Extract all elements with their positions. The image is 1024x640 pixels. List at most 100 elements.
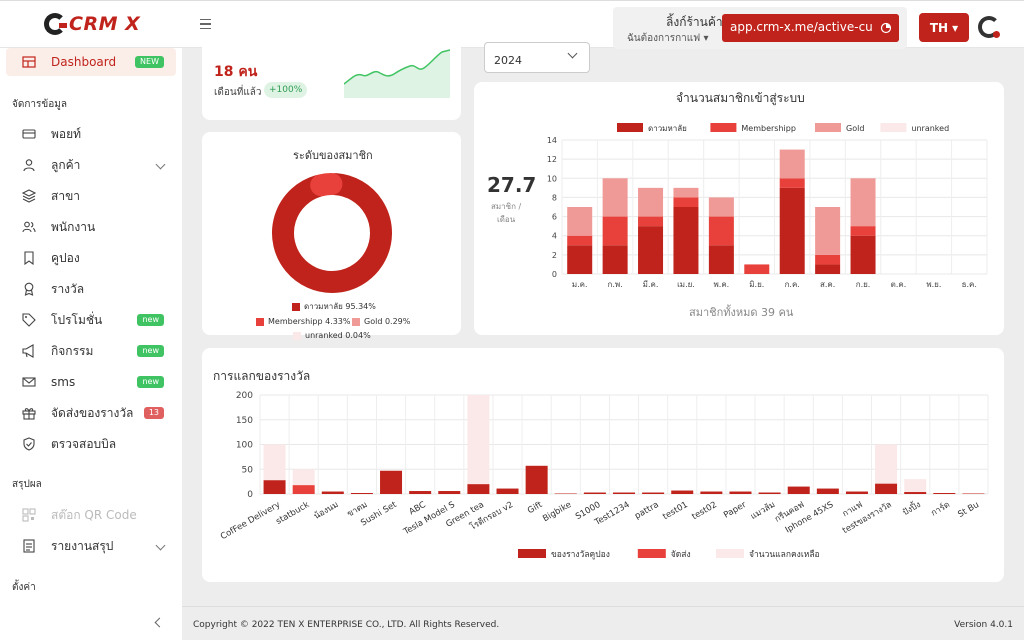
legend-swatch bbox=[617, 123, 643, 132]
copy-icon[interactable] bbox=[873, 14, 899, 42]
bar-segment bbox=[787, 486, 810, 494]
sidebar-item-points[interactable]: พอยท์ bbox=[6, 120, 176, 148]
bar-segment bbox=[263, 444, 286, 481]
section-title-data: จัดการข้อมูล bbox=[12, 99, 67, 110]
pie-slice bbox=[272, 173, 392, 293]
sidebar-item-label: กิจกรรม bbox=[51, 343, 94, 358]
bar-segment bbox=[779, 187, 805, 274]
y-tick-label: 0 bbox=[247, 490, 253, 500]
sidebar-item-rewards[interactable]: รางวัล bbox=[6, 275, 176, 303]
legend-label: Membershipp bbox=[741, 124, 796, 133]
x-tick-label: ก.ย. bbox=[856, 280, 871, 289]
store-select[interactable]: ฉันต้องการกาแฟ ▾ bbox=[627, 33, 709, 44]
total-members: สมาชิกทั้งหมด 39 คน bbox=[689, 306, 794, 319]
x-tick-label: การ์ด bbox=[929, 499, 952, 519]
sidebar-item-label: รายงานสรุป bbox=[51, 538, 114, 553]
sidebar-item-promotions[interactable]: โปรโมชั่น new bbox=[6, 306, 176, 334]
bar-segment bbox=[875, 444, 898, 484]
bar-segment bbox=[744, 264, 770, 274]
sidebar-item-qr-stock: สต๊อก QR Code bbox=[6, 501, 176, 529]
store-link-field[interactable]: app.crm-x.me/active-cust bbox=[722, 14, 899, 42]
sidebar-item-coupons[interactable]: คูปอง bbox=[6, 244, 176, 272]
y-tick-label: 12 bbox=[547, 155, 557, 164]
x-tick-label: test02 bbox=[690, 500, 719, 522]
user-icon bbox=[23, 159, 35, 172]
x-tick-label: มิ.ย. bbox=[749, 280, 764, 289]
award-icon bbox=[24, 282, 34, 296]
logo-mark-icon bbox=[44, 13, 67, 35]
legend-label: unranked 0.04% bbox=[305, 331, 371, 340]
chevron-down-icon bbox=[155, 159, 166, 170]
sidebar-item-activities[interactable]: กิจกรรม new bbox=[6, 337, 176, 365]
brand-name: CRM X bbox=[69, 13, 141, 35]
x-tick-label: น้องนม bbox=[312, 499, 340, 522]
legend-label: unranked bbox=[911, 124, 949, 133]
sidebar-item-staff[interactable]: พนักงาน bbox=[6, 213, 176, 241]
stats-value: 18 คน bbox=[214, 64, 258, 80]
sidebar: Dashboard NEW จัดการข้อมูล พอยท์ ลูกค้า … bbox=[0, 48, 182, 640]
legend-label: ของรางวัลคูปอง bbox=[551, 550, 610, 560]
stats-card: 18 คน เดือนที่แล้ว +100% bbox=[202, 40, 461, 120]
sidebar-item-check-bills[interactable]: ตรวจสอบบิล bbox=[6, 430, 176, 458]
sidebar-item-reward-delivery[interactable]: จัดส่งของรางวัล 13 bbox=[6, 399, 176, 427]
sidebar-item-label: สต๊อก QR Code bbox=[51, 507, 137, 522]
bar-segment bbox=[409, 491, 432, 494]
sidebar-item-sms[interactable]: sms new bbox=[6, 368, 176, 396]
qr-icon bbox=[22, 508, 36, 522]
top-header: CRM X ลิ้งก์ร้านค้า ฉันต้องการกาแฟ ▾ app… bbox=[0, 0, 1024, 49]
legend-label: Membershipp 4.33% bbox=[268, 317, 351, 326]
count-badge: 13 bbox=[143, 407, 164, 419]
user-logo-icon[interactable] bbox=[978, 16, 1000, 38]
store-link-text: app.crm-x.me/active-cust bbox=[730, 20, 884, 34]
x-tick-label: แมวส้ม bbox=[749, 499, 778, 522]
legend-label: จำนวนแลกคงเหลือ bbox=[749, 549, 820, 560]
sidebar-item-report[interactable]: รายงานสรุป bbox=[6, 532, 176, 560]
x-tick-label: statbuck bbox=[274, 500, 311, 527]
sidebar-item-label: จัดส่งของรางวัล bbox=[51, 405, 134, 420]
y-tick-label: 50 bbox=[242, 465, 254, 475]
bar-segment bbox=[350, 493, 373, 494]
sidebar-item-label: พอยท์ bbox=[51, 126, 82, 141]
layers-icon bbox=[22, 189, 36, 203]
sidebar-item-branches[interactable]: สาขา bbox=[6, 182, 176, 210]
bar-segment bbox=[496, 488, 519, 494]
avg-members-unit: เดือน bbox=[497, 215, 516, 224]
sidebar-item-dashboard[interactable]: Dashboard NEW bbox=[6, 48, 176, 76]
member-login-bar-chart: ดาวมหาลัย Membershipp Gold unranked 0 2 4 6 8 10 1… bbox=[547, 123, 988, 289]
year-select[interactable]: 2024 bbox=[484, 42, 590, 73]
legend-item: unranked 0.04% bbox=[293, 331, 371, 340]
reward-redemption-card: การแลกของรางวัล 0 50 100 150 200 CofFee Deliv… bbox=[202, 348, 1004, 582]
sidebar-item-customers[interactable]: ลูกค้า bbox=[6, 151, 176, 179]
language-button[interactable]: TH ▾ bbox=[919, 13, 969, 42]
bar-segment bbox=[292, 485, 315, 494]
y-tick-label: 6 bbox=[552, 213, 557, 222]
bar-segment bbox=[567, 207, 593, 236]
legend-swatch bbox=[880, 123, 907, 132]
crmx-logo[interactable]: CRM X bbox=[44, 11, 140, 37]
bar-segment bbox=[904, 479, 927, 493]
sidebar-item-label: โปรโมชั่น bbox=[51, 312, 103, 327]
users-icon bbox=[22, 221, 36, 233]
legend-swatch bbox=[637, 549, 666, 558]
year-select-value: 2024 bbox=[494, 54, 522, 67]
collapse-sidebar-icon[interactable] bbox=[154, 617, 165, 628]
avg-members-label: สมาชิก / bbox=[491, 202, 522, 211]
dashboard-icon bbox=[22, 56, 36, 68]
legend-item: Gold 0.29% bbox=[352, 317, 410, 326]
bar-segment bbox=[708, 245, 734, 274]
pie-slice bbox=[310, 173, 343, 197]
bar-segment bbox=[467, 484, 490, 494]
bar-segment bbox=[850, 235, 876, 274]
hamburger-icon[interactable] bbox=[200, 19, 211, 29]
bar-segment bbox=[758, 492, 781, 494]
x-tick-label: ส.ค. bbox=[820, 280, 835, 289]
x-tick-label: pattra bbox=[633, 500, 661, 522]
store-title: ลิ้งก์ร้านค้า bbox=[666, 15, 723, 29]
bar-segment bbox=[292, 469, 315, 486]
stats-caption: เดือนที่แล้ว bbox=[214, 87, 262, 98]
membership-level-card: ระดับของสมาชิก ดาวมหาลัย 95.34% Membersh… bbox=[202, 132, 461, 340]
new-badge: new bbox=[137, 376, 164, 388]
bar-segment bbox=[673, 187, 699, 198]
reward-redemption-title: การแลกของรางวัล bbox=[213, 369, 311, 383]
